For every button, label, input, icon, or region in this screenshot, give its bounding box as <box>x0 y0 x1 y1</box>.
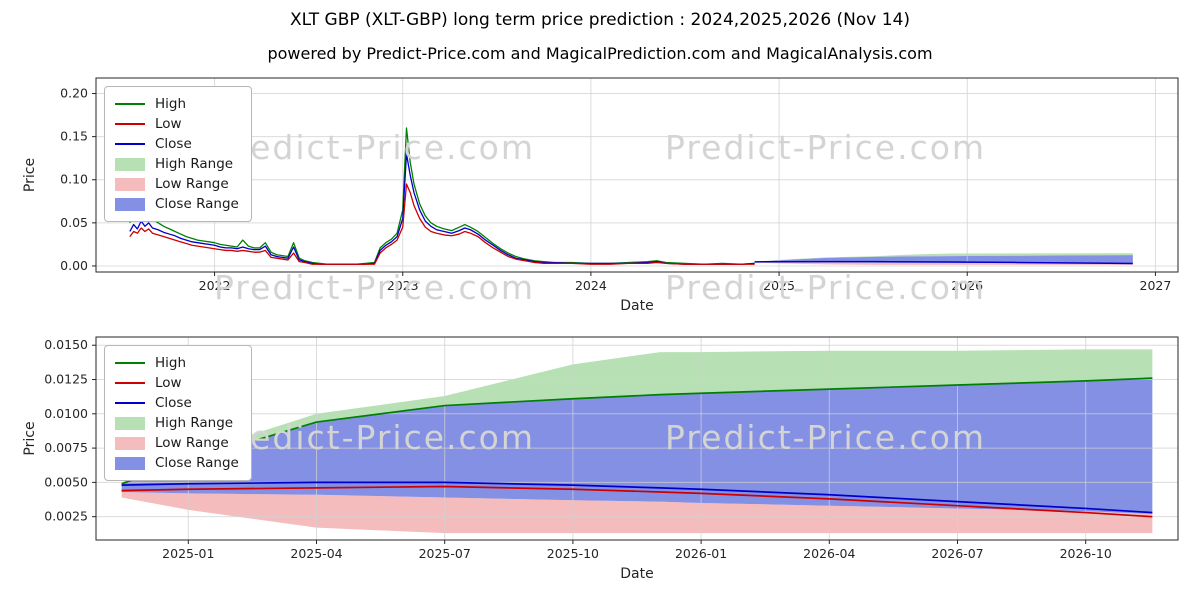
y-axis-label: Price <box>22 158 38 192</box>
legend-item-low: Low <box>115 373 239 393</box>
legend-item-close: Close <box>115 134 239 154</box>
y-tick-label: 0.0050 <box>44 474 88 489</box>
legend-label: Low Range <box>155 435 229 451</box>
x-tick-label: 2025-01 <box>162 546 214 561</box>
legend-item-close: Close <box>115 393 239 413</box>
line-swatch <box>115 123 145 125</box>
patch-swatch <box>115 436 145 450</box>
plot-border <box>95 77 1179 273</box>
legend-item-high-range: High Range <box>115 413 239 433</box>
y-tick-label: 0.0100 <box>44 406 88 421</box>
x-tick-label: 2026 <box>951 278 983 293</box>
high-line <box>129 127 755 265</box>
forecast-close-line <box>754 260 1133 265</box>
x-tick-label: 2022 <box>199 278 231 293</box>
x-tick-label: 2026-10 <box>1060 546 1112 561</box>
x-tick-label: 2025-07 <box>419 546 471 561</box>
legend-label: Close Range <box>155 455 239 471</box>
line-swatch <box>115 143 145 145</box>
y-tick-label: 0.0125 <box>44 372 88 387</box>
plot-border <box>95 336 1179 541</box>
legend-item-high: High <box>115 353 239 373</box>
line-swatch <box>115 362 145 364</box>
x-tick-label: 2024 <box>575 278 607 293</box>
legend-label: High Range <box>155 156 234 172</box>
legend-label: High Range <box>155 415 234 431</box>
low-line <box>129 183 755 265</box>
patch-swatch <box>115 456 145 470</box>
line-swatch <box>115 402 145 404</box>
x-tick-label: 2026-01 <box>675 546 727 561</box>
patch-swatch <box>115 177 145 191</box>
patch-swatch <box>115 197 145 211</box>
y-tick-label: 0.20 <box>60 86 88 101</box>
forecast-chart-legend: High Low Close High Range Low Range Close Ran… <box>104 345 252 481</box>
legend-item-low-range: Low Range <box>115 174 239 194</box>
legend-item-high: High <box>115 94 239 114</box>
y-tick-label: 0.10 <box>60 172 88 187</box>
legend-item-low: Low <box>115 114 239 134</box>
high-line <box>121 377 1153 485</box>
patch-swatch <box>115 416 145 430</box>
close-line <box>121 481 1153 514</box>
patch-swatch <box>115 157 145 171</box>
x-tick-label: 2025-04 <box>290 546 342 561</box>
legend-item-close-range: Close Range <box>115 453 239 473</box>
line-swatch <box>115 382 145 384</box>
forecast-detail-chart: High Low Close High Range Low Range Close Ran… <box>0 322 1200 584</box>
legend-item-low-range: Low Range <box>115 433 239 453</box>
legend-item-high-range: High Range <box>115 154 239 174</box>
legend-label: Low <box>155 116 182 132</box>
x-axis-label: Date <box>620 298 653 314</box>
y-tick-label: 0.05 <box>60 215 88 230</box>
price-history-chart: High Low Close High Range Low Range Close Ran… <box>0 70 1200 322</box>
y-tick-label: 0.00 <box>60 258 88 273</box>
legend-label: High <box>155 355 187 371</box>
legend-label: Low Range <box>155 176 229 192</box>
x-tick-label: 2027 <box>1140 278 1172 293</box>
x-tick-label: 2025-10 <box>547 546 599 561</box>
x-tick-label: 2026-07 <box>931 546 983 561</box>
high-range-band <box>121 349 1153 484</box>
legend-label: Close Range <box>155 196 239 212</box>
line-swatch <box>115 103 145 105</box>
y-axis-label: Price <box>22 421 38 455</box>
legend-item-close-range: Close Range <box>115 194 239 214</box>
y-tick-label: 0.0025 <box>44 509 88 524</box>
low-range-band <box>754 262 1133 265</box>
high-range-band <box>754 253 1133 262</box>
y-tick-label: 0.0150 <box>44 337 88 352</box>
x-tick-label: 2026-04 <box>803 546 855 561</box>
x-tick-label: 2023 <box>387 278 419 293</box>
low-range-band <box>121 491 1153 534</box>
x-tick-label: 2025 <box>763 278 795 293</box>
y-tick-label: 0.15 <box>60 129 88 144</box>
page-title: XLT GBP (XLT-GBP) long term price predic… <box>289 10 911 30</box>
legend-label: Close <box>155 395 192 411</box>
y-tick-label: 0.0075 <box>44 440 88 455</box>
low-line <box>121 485 1153 518</box>
legend-label: High <box>155 96 187 112</box>
legend-label: Low <box>155 375 182 391</box>
page-subtitle: powered by Predict-Price.com and Magical… <box>267 44 933 63</box>
forecast-detail-canvas: 2025-01 2025-04 2025-07 2025-10 2026-01 2026-… <box>22 336 1179 582</box>
price-history-canvas: 2022 2023 2024 2025 2026 2027 0.00 0.05 0.10 0.15… <box>22 77 1179 314</box>
x-axis-label: Date <box>620 566 653 582</box>
legend-label: Close <box>155 136 192 152</box>
history-chart-legend: High Low Close High Range Low Range Close Ran… <box>104 86 252 222</box>
close-range-band <box>121 378 1153 514</box>
